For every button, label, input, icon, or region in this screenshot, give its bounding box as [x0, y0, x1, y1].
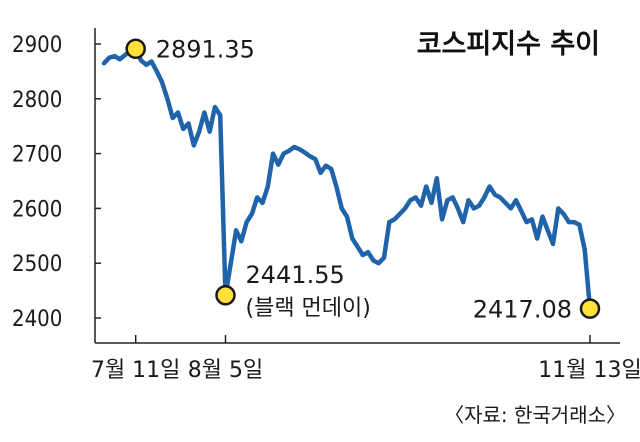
- data-point-marker: [125, 38, 146, 59]
- data-label: 2441.55: [246, 261, 345, 289]
- kospi-line: [101, 46, 593, 311]
- data-point-marker: [579, 298, 601, 319]
- y-tick-label: 2900: [12, 33, 62, 58]
- y-tick-label: 2600: [12, 197, 62, 222]
- y-tick-label: 2500: [12, 252, 62, 277]
- y-tick-label: 2800: [12, 88, 62, 113]
- x-tick-label: 8월 5일: [188, 358, 263, 383]
- x-tick-label: 7월 11일: [91, 358, 180, 383]
- y-axis: 2900 2800 2700 2600 2500 2400: [12, 28, 101, 343]
- chart-title: 코스피지수 추이: [417, 29, 600, 60]
- data-sublabel: (블랙 먼데이): [246, 296, 371, 321]
- chart-source: 〈자료: 한국거래소〉: [444, 403, 626, 427]
- marker-layer: 2891.35 2441.55 (블랙 먼데이) 2417.08: [125, 36, 601, 324]
- x-tick-label: 11월 13일: [538, 358, 640, 383]
- data-point-marker: [215, 284, 236, 306]
- y-tick-label: 2700: [12, 143, 62, 168]
- data-label: 2417.08: [473, 296, 572, 324]
- data-label: 2891.35: [156, 36, 255, 64]
- x-axis: 7월 11일 8월 5일 11월 13일: [91, 335, 640, 383]
- series-layer: [101, 46, 593, 311]
- y-tick-label: 2400: [12, 307, 62, 332]
